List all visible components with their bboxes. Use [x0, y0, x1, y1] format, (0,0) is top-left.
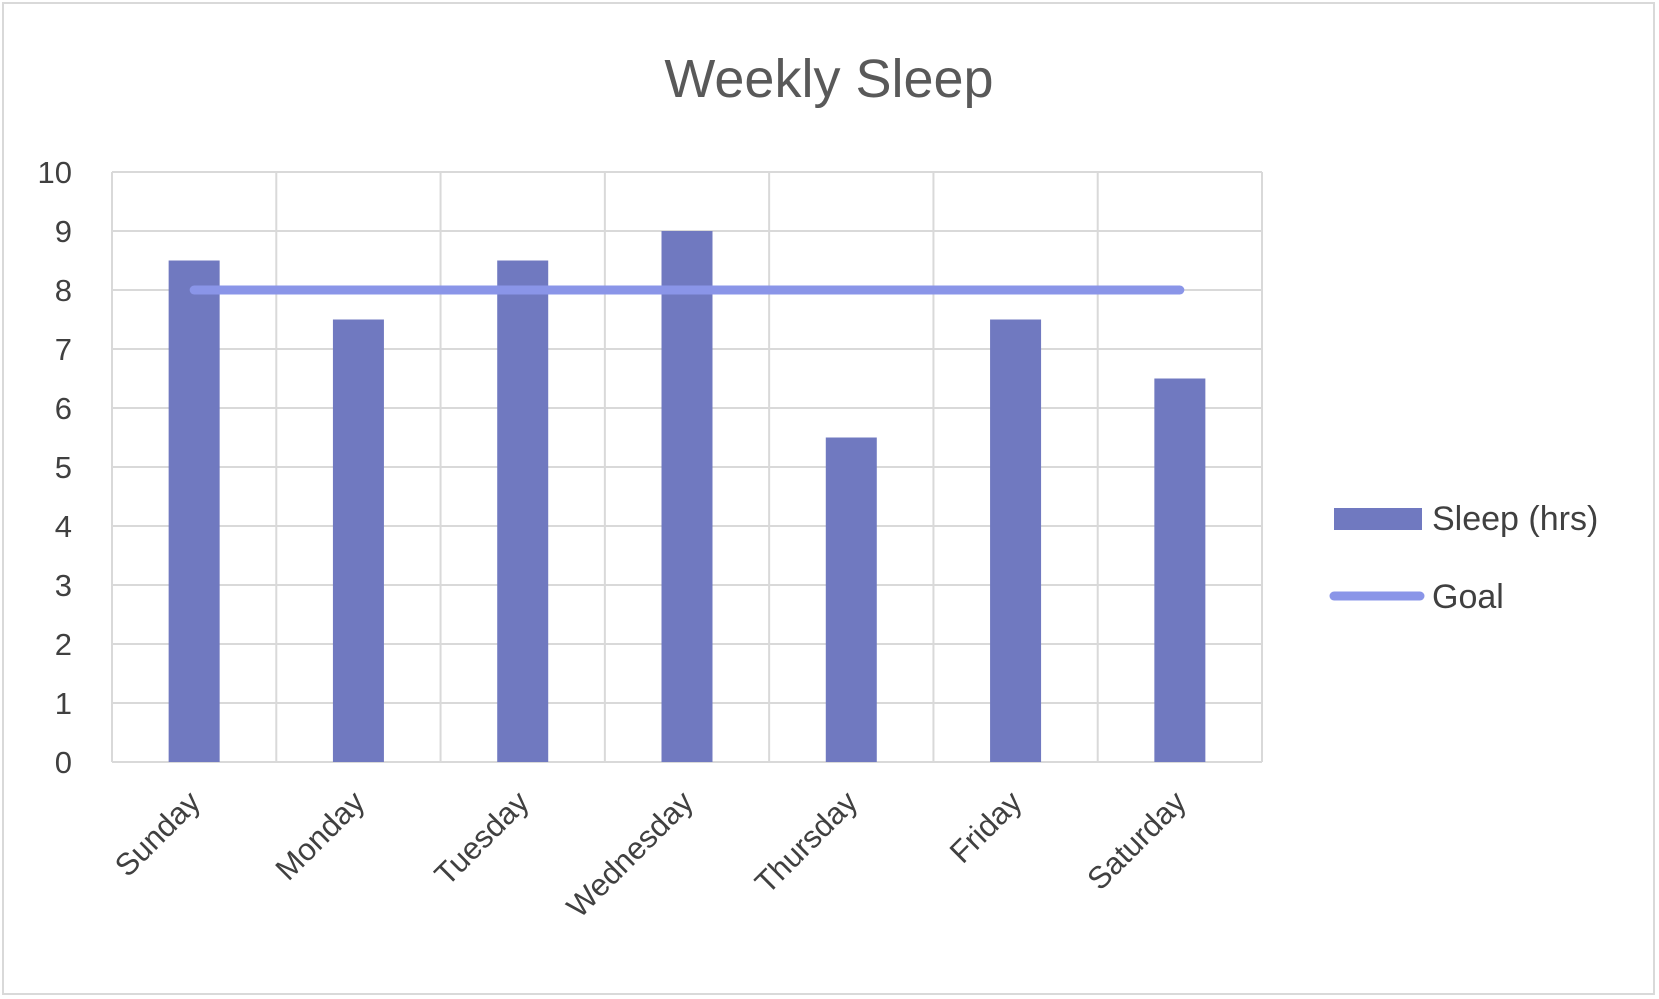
x-axis-ticks: Sunday Monday Tuesday Wednesday Thursday Frid… — [108, 784, 1193, 924]
x-tick-label: Wednesday — [560, 784, 700, 924]
bar-friday — [990, 319, 1042, 762]
x-tick-label: Monday — [269, 784, 372, 887]
y-tick-label: 6 — [55, 391, 72, 426]
y-tick-label: 2 — [55, 627, 72, 662]
legend-label-sleep: Sleep (hrs) — [1432, 500, 1598, 538]
legend: Sleep (hrs) Goal — [1329, 500, 1598, 616]
x-tick-label: Sunday — [108, 784, 207, 883]
x-tick-label: Thursday — [748, 784, 864, 900]
y-tick-label: 8 — [55, 273, 72, 308]
y-tick-label: 0 — [55, 745, 72, 780]
y-tick-label: 1 — [55, 686, 72, 721]
y-tick-label: 5 — [55, 450, 72, 485]
bar-series — [168, 231, 1206, 762]
x-tick-label: Tuesday — [428, 784, 536, 892]
y-tick-label: 7 — [55, 332, 72, 367]
y-tick-label: 10 — [38, 155, 72, 190]
y-tick-label: 4 — [55, 509, 72, 544]
legend-label-goal: Goal — [1432, 578, 1504, 616]
bar-wednesday — [661, 231, 713, 762]
y-tick-label: 9 — [55, 214, 72, 249]
x-tick-label: Saturday — [1080, 784, 1193, 897]
legend-bar-swatch — [1334, 508, 1422, 530]
bar-tuesday — [497, 260, 549, 762]
bar-sunday — [168, 260, 220, 762]
bar-thursday — [825, 437, 877, 762]
x-tick-label: Friday — [943, 784, 1029, 870]
y-axis-ticks: 0 1 2 3 4 5 6 7 8 9 10 — [38, 155, 72, 780]
bar-saturday — [1154, 378, 1206, 762]
bar-monday — [332, 319, 384, 762]
y-tick-label: 3 — [55, 568, 72, 603]
chart-title: Weekly Sleep — [664, 49, 993, 109]
